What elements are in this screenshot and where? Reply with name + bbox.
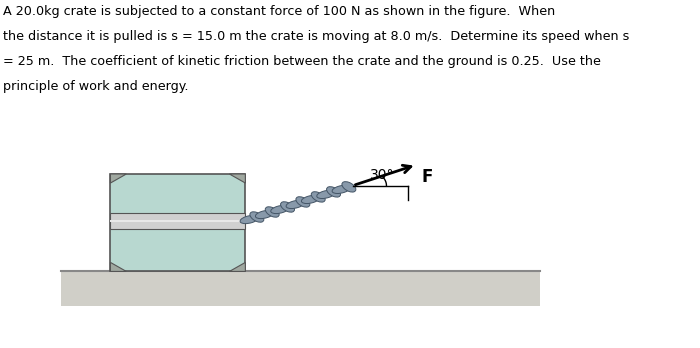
Ellipse shape: [332, 185, 350, 193]
Ellipse shape: [265, 207, 279, 217]
Ellipse shape: [250, 212, 264, 222]
Polygon shape: [230, 262, 246, 271]
Ellipse shape: [271, 205, 289, 214]
Text: the distance it is pulled is s = 15.0 m the crate is moving at 8.0 m/s.  Determi: the distance it is pulled is s = 15.0 m …: [3, 30, 629, 43]
Ellipse shape: [302, 195, 320, 204]
Text: = 25 m.  The coefficient of kinetic friction between the crate and the ground is: = 25 m. The coefficient of kinetic frict…: [3, 55, 601, 68]
Bar: [62, 271, 540, 306]
Ellipse shape: [327, 187, 340, 197]
Text: principle of work and energy.: principle of work and energy.: [3, 80, 188, 93]
Bar: [111, 213, 246, 229]
Text: F: F: [421, 168, 433, 186]
Text: 30°: 30°: [370, 168, 394, 182]
Text: A 20.0kg crate is subjected to a constant force of 100 N as shown in the figure.: A 20.0kg crate is subjected to a constan…: [3, 5, 555, 18]
Polygon shape: [230, 174, 246, 183]
Polygon shape: [111, 262, 127, 271]
Ellipse shape: [296, 197, 310, 207]
Bar: [111, 174, 246, 271]
Ellipse shape: [286, 200, 304, 208]
Ellipse shape: [342, 182, 356, 192]
Ellipse shape: [312, 192, 326, 202]
Bar: [111, 220, 246, 222]
Polygon shape: [111, 174, 127, 183]
Ellipse shape: [281, 202, 295, 212]
Ellipse shape: [256, 211, 274, 219]
Ellipse shape: [240, 215, 258, 224]
Ellipse shape: [316, 190, 335, 198]
